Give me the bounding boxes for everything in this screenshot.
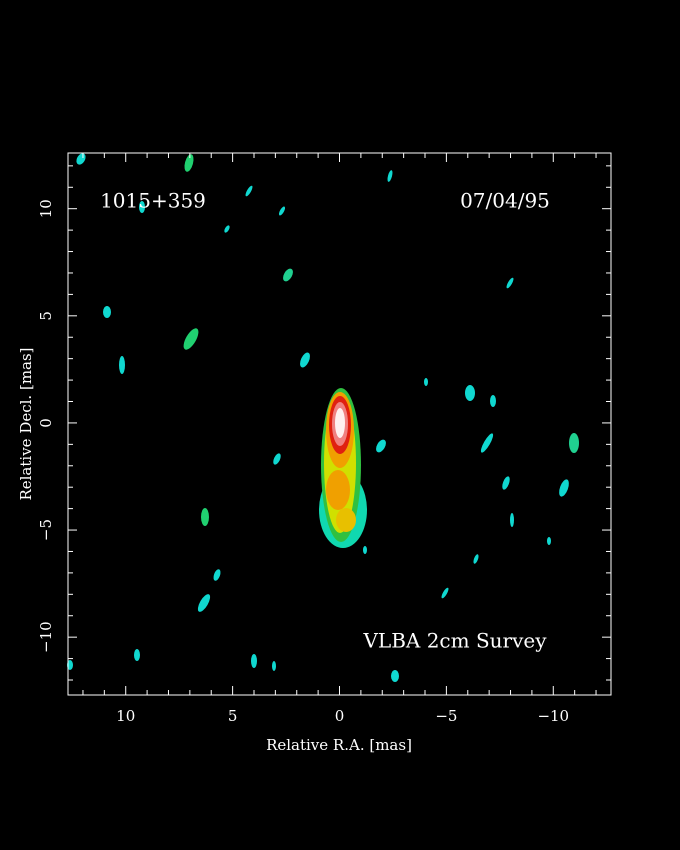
- blob: [465, 385, 475, 401]
- y-axis-label: Relative Decl. [mas]: [17, 347, 35, 500]
- blob: [103, 306, 111, 318]
- noise-blobs: [67, 153, 579, 682]
- blob: [424, 378, 428, 386]
- x-tick-label: −10: [537, 707, 569, 725]
- blob: [569, 433, 579, 453]
- x-tick-label: 0: [335, 707, 345, 725]
- blob: [119, 356, 125, 374]
- blob: [251, 654, 257, 668]
- blob: [139, 201, 145, 213]
- blob: [547, 537, 551, 545]
- blob: [272, 661, 276, 671]
- y-tick-label: 10: [37, 199, 55, 218]
- blob: [300, 352, 310, 368]
- y-tick-label: −5: [37, 519, 55, 541]
- emission-contour: [326, 470, 350, 510]
- blob: [363, 546, 367, 554]
- y-tick-label: −10: [37, 621, 55, 653]
- blob: [506, 277, 514, 289]
- blob: [559, 479, 569, 497]
- blob: [387, 170, 393, 182]
- emission-core: [335, 408, 345, 438]
- blob: [245, 185, 253, 197]
- blob: [201, 508, 209, 526]
- x-tick-label: 10: [116, 707, 135, 725]
- x-tick-label: 5: [228, 707, 238, 725]
- blob: [197, 594, 211, 612]
- blob: [473, 554, 479, 564]
- y-tick-label: 5: [37, 311, 55, 321]
- date-label: 07/04/95: [460, 189, 550, 213]
- blob: [213, 569, 221, 581]
- blob: [490, 395, 496, 407]
- source-emission: [319, 388, 367, 548]
- blob: [273, 453, 281, 465]
- blob: [183, 328, 199, 350]
- blob: [283, 268, 293, 282]
- blob: [510, 513, 514, 527]
- survey-label: VLBA 2cm Survey: [362, 629, 547, 653]
- blob: [376, 439, 386, 453]
- blob: [134, 649, 140, 661]
- source-label: 1015+359: [100, 189, 206, 213]
- blob: [184, 154, 194, 172]
- blob: [391, 670, 399, 682]
- x-tick-label: −5: [435, 707, 457, 725]
- blob: [278, 206, 286, 216]
- blob: [441, 587, 449, 599]
- x-axis-label: Relative R.A. [mas]: [266, 736, 412, 754]
- blob: [502, 476, 510, 490]
- blob: [224, 225, 230, 233]
- blob: [480, 433, 494, 453]
- emission-contour: [336, 508, 356, 532]
- y-tick-label: 0: [37, 418, 55, 428]
